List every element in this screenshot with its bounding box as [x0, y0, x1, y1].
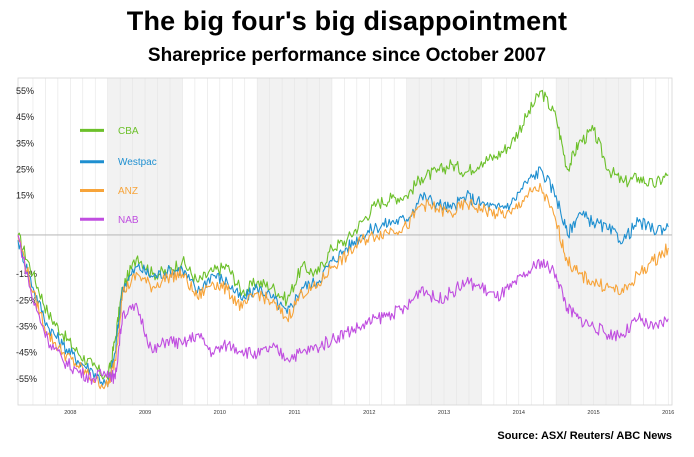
- y-tick-label: -35%: [16, 322, 37, 332]
- legend: CBA Westpac ANZ NAB: [80, 126, 157, 226]
- series-line-anz: [17, 182, 669, 390]
- x-tick-label: 2014: [513, 410, 525, 416]
- series-line-cba: [17, 89, 669, 380]
- source-note: Source: ASX/ Reuters/ ABC News: [497, 430, 672, 442]
- grid-lines: [17, 77, 673, 406]
- series-line-westpac: [17, 166, 669, 388]
- chart-subtitle: Shareprice performance since October 200…: [147, 45, 547, 66]
- y-tick-label: -25%: [16, 295, 37, 305]
- y-tick-label: 15%: [16, 191, 34, 201]
- y-axis: 55% 45% 35% 25% 15% -15% -25% -35% -45% -55%: [16, 86, 37, 384]
- y-tick-label: -55%: [16, 374, 37, 384]
- y-tick-label: 55%: [16, 86, 34, 96]
- y-tick-label: 25%: [16, 165, 34, 175]
- x-axis: 2008 2009 2010 2011 2012 2013 2014 2015 2016: [64, 410, 674, 416]
- x-tick-label: 2011: [289, 410, 301, 416]
- x-tick-label: 2008: [64, 410, 76, 416]
- legend-label-westpac: Westpac: [118, 157, 157, 168]
- legend-label-anz: ANZ: [118, 186, 138, 197]
- chart-title: The big four's big disappointment: [126, 6, 568, 36]
- x-tick-label: 2012: [363, 410, 375, 416]
- x-tick-label: 2013: [438, 410, 450, 416]
- legend-label-cba: CBA: [118, 126, 139, 137]
- y-tick-label: 45%: [16, 112, 34, 122]
- legend-label-nab: NAB: [118, 215, 139, 226]
- x-tick-label: 2009: [139, 410, 151, 416]
- x-tick-label: 2015: [587, 410, 599, 416]
- y-tick-label: -15%: [16, 269, 37, 279]
- x-tick-label: 2016: [662, 410, 674, 416]
- series-line-nab: [17, 234, 669, 385]
- x-tick-label: 2010: [214, 410, 226, 416]
- y-tick-label: -45%: [16, 348, 37, 358]
- series-lines: [17, 89, 669, 390]
- y-tick-label: 35%: [16, 138, 34, 148]
